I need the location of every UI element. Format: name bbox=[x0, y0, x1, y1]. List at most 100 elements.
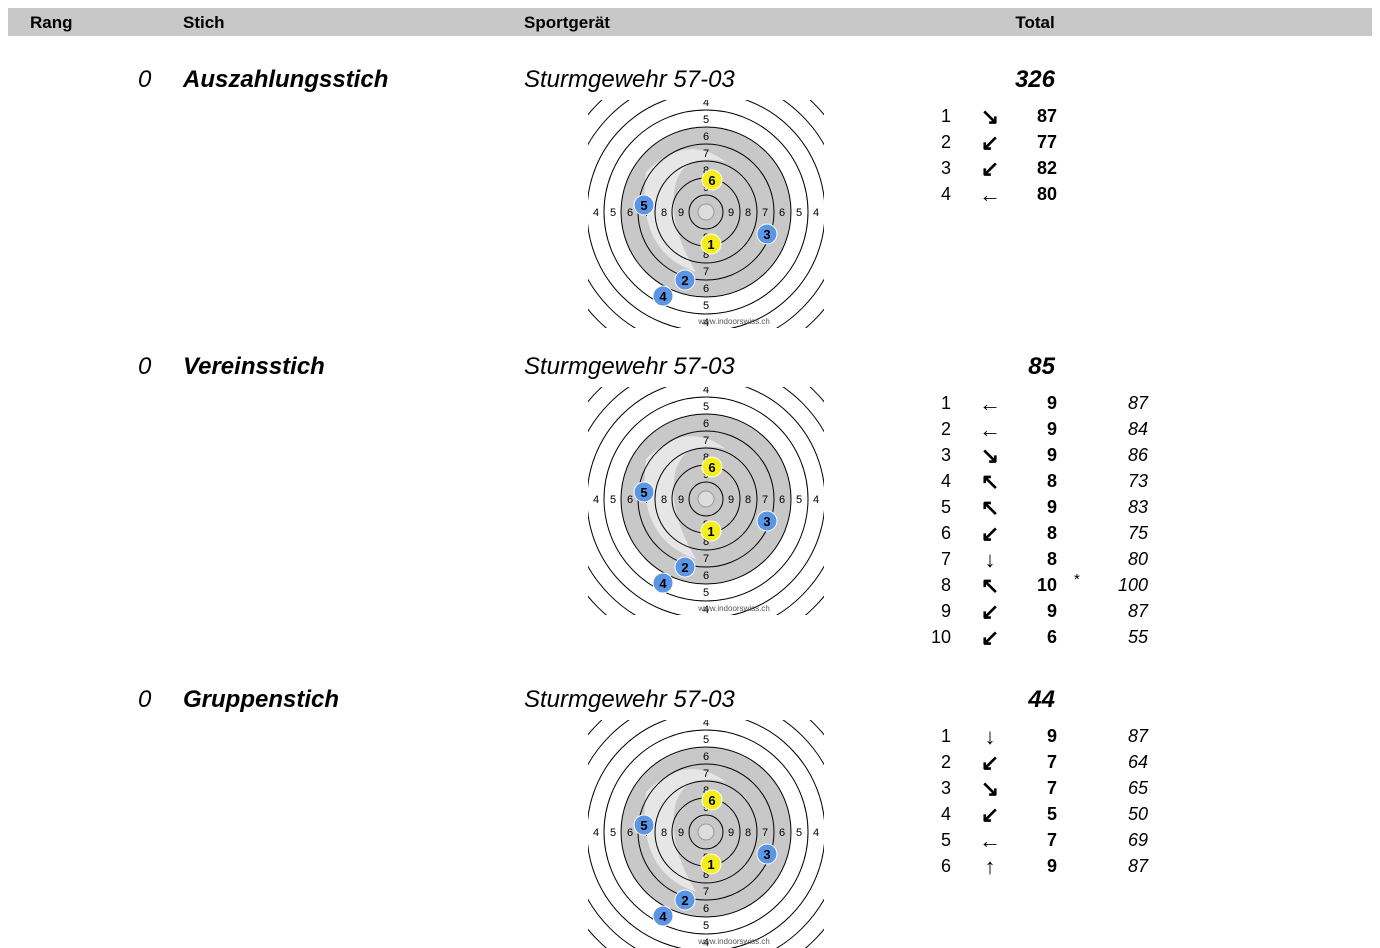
ring-label: 8 bbox=[745, 827, 751, 839]
shot-direction: ↙ bbox=[981, 130, 999, 156]
ring-label: 9 bbox=[678, 207, 684, 219]
shot-value: 7 bbox=[1047, 778, 1057, 799]
shot-direction: ← bbox=[979, 828, 1001, 854]
ring-label: 4 bbox=[593, 207, 599, 219]
shot-direction: ↙ bbox=[981, 750, 999, 776]
shot-value: 8 bbox=[1047, 523, 1057, 544]
shot-decimal: 73 bbox=[1128, 471, 1148, 492]
ring-label: 7 bbox=[762, 207, 768, 219]
shot-direction: ↙ bbox=[981, 625, 999, 651]
device: Sturmgewehr 57-03 bbox=[524, 353, 735, 381]
stich-name: Gruppenstich bbox=[183, 686, 339, 714]
target: 444455556666777788889999www.indoorswiss.… bbox=[588, 387, 824, 615]
shot-decimal: 65 bbox=[1128, 778, 1148, 799]
ring-label: 4 bbox=[813, 827, 819, 839]
center bbox=[698, 204, 714, 220]
shot-direction: ↑ bbox=[985, 854, 996, 880]
shot-value: 9 bbox=[1047, 726, 1057, 747]
shot-nr: 9 bbox=[941, 601, 951, 622]
ring-label: 7 bbox=[703, 266, 709, 278]
ring-label: 7 bbox=[703, 768, 709, 780]
ring-label: 4 bbox=[703, 100, 709, 109]
ring-label: 6 bbox=[627, 827, 633, 839]
ring-label: 6 bbox=[703, 751, 709, 763]
shot-value: 9 bbox=[1047, 445, 1057, 466]
shot-nr: 3 bbox=[941, 445, 951, 466]
shot-decimal: 64 bbox=[1128, 752, 1148, 773]
stich-name: Vereinsstich bbox=[183, 353, 325, 381]
shot-nr: 7 bbox=[941, 549, 951, 570]
ring-label: 6 bbox=[703, 283, 709, 295]
ring-label: 9 bbox=[728, 827, 734, 839]
shot-value: 7 bbox=[1047, 752, 1057, 773]
shot-label: 6 bbox=[708, 793, 715, 808]
rank: 0 bbox=[138, 353, 151, 381]
col-header: Stich bbox=[183, 13, 225, 33]
shot-decimal: 84 bbox=[1128, 419, 1148, 440]
ring-label: 8 bbox=[661, 494, 667, 506]
shot-decimal: 87 bbox=[1128, 726, 1148, 747]
shot-label: 3 bbox=[763, 514, 770, 529]
ring-label: 5 bbox=[796, 827, 802, 839]
ring-label: 6 bbox=[703, 570, 709, 582]
ring-label: 4 bbox=[593, 494, 599, 506]
ring-label: 9 bbox=[678, 827, 684, 839]
rank: 0 bbox=[138, 66, 151, 94]
shot-decimal: 80 bbox=[1128, 549, 1148, 570]
total: 85 bbox=[1028, 353, 1055, 381]
shot-label: 2 bbox=[681, 893, 688, 908]
shot-label: 1 bbox=[707, 237, 714, 252]
url: www.indoorswiss.ch bbox=[697, 937, 770, 946]
total: 44 bbox=[1028, 686, 1055, 714]
ring-label: 6 bbox=[779, 207, 785, 219]
ring-label: 9 bbox=[728, 494, 734, 506]
ring-label: 8 bbox=[745, 207, 751, 219]
shot-nr: 2 bbox=[941, 752, 951, 773]
col-header: Rang bbox=[30, 13, 73, 33]
shot-value: 9 bbox=[1047, 497, 1057, 518]
shot-nr: 5 bbox=[941, 497, 951, 518]
shot-direction: ← bbox=[979, 182, 1001, 208]
shot-nr: 2 bbox=[941, 132, 951, 153]
shot-value: 82 bbox=[1037, 158, 1057, 179]
shot-value: 87 bbox=[1037, 106, 1057, 127]
center bbox=[698, 824, 714, 840]
ring-label: 5 bbox=[703, 401, 709, 413]
shot-value: 9 bbox=[1047, 601, 1057, 622]
col-header: Total bbox=[1015, 13, 1054, 33]
shot-decimal: 100 bbox=[1118, 575, 1148, 596]
shot-direction: ↓ bbox=[985, 724, 996, 750]
shot-label: 2 bbox=[681, 560, 688, 575]
ring-label: 4 bbox=[813, 494, 819, 506]
ring-label: 5 bbox=[796, 207, 802, 219]
shot-nr: 3 bbox=[941, 158, 951, 179]
rank: 0 bbox=[138, 686, 151, 714]
shot-decimal: 83 bbox=[1128, 497, 1148, 518]
shot-direction: ← bbox=[979, 417, 1001, 443]
ring-label: 5 bbox=[610, 494, 616, 506]
shot-nr: 3 bbox=[941, 778, 951, 799]
shot-value: 9 bbox=[1047, 393, 1057, 414]
shot-direction: ↓ bbox=[985, 547, 996, 573]
shot-value: 77 bbox=[1037, 132, 1057, 153]
shot-label: 3 bbox=[763, 847, 770, 862]
shot-decimal: 50 bbox=[1128, 804, 1148, 825]
ring-label: 4 bbox=[593, 827, 599, 839]
ring-label: 5 bbox=[703, 920, 709, 932]
shot-value: 80 bbox=[1037, 184, 1057, 205]
shot-direction: ↖ bbox=[981, 495, 999, 521]
shot-label: 1 bbox=[707, 857, 714, 872]
shot-decimal: 69 bbox=[1128, 830, 1148, 851]
col-header: Sportgerät bbox=[524, 13, 610, 33]
shot-label: 3 bbox=[763, 227, 770, 242]
ring-label: 4 bbox=[703, 387, 709, 396]
ring-label: 9 bbox=[678, 494, 684, 506]
ring-label: 7 bbox=[703, 148, 709, 160]
shot-direction: ← bbox=[979, 391, 1001, 417]
ring-label: 6 bbox=[627, 494, 633, 506]
shot-value: 9 bbox=[1047, 856, 1057, 877]
shot-decimal: 55 bbox=[1128, 627, 1148, 648]
shot-nr: 1 bbox=[941, 106, 951, 127]
shot-label: 1 bbox=[707, 524, 714, 539]
shot-nr: 5 bbox=[941, 830, 951, 851]
